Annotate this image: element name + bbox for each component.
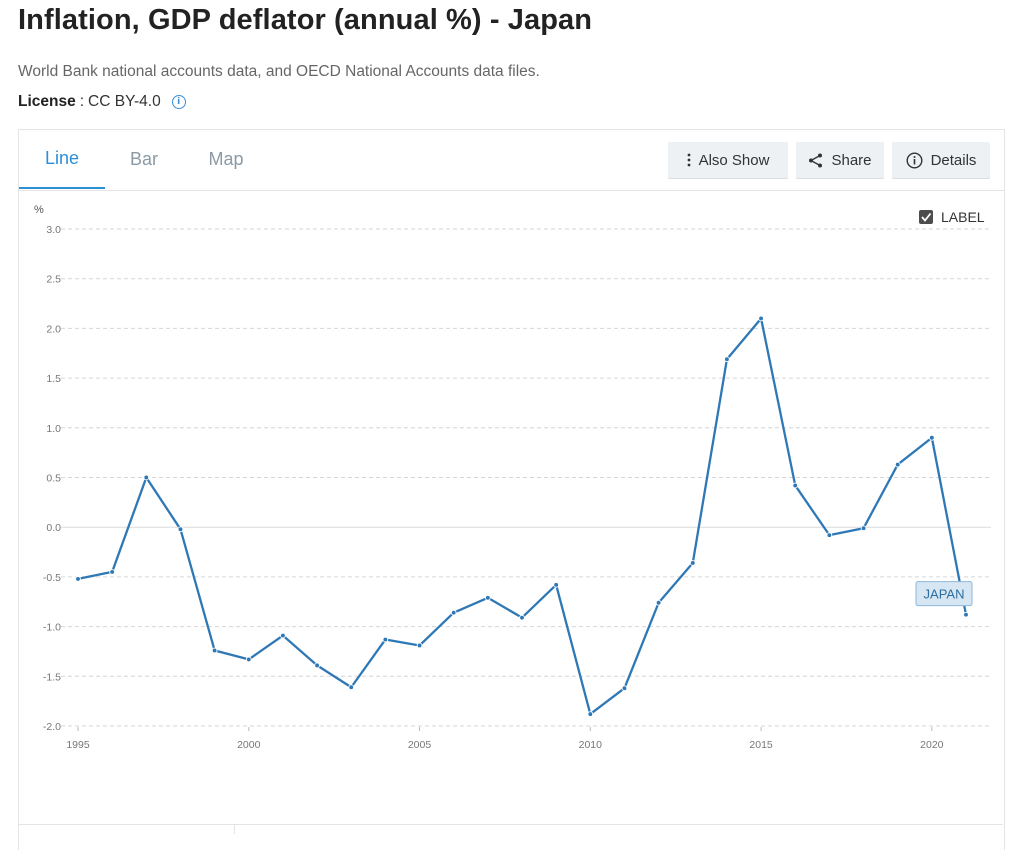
y-tick-label: 1.0 (46, 423, 61, 435)
data-point[interactable] (689, 560, 696, 566)
also-show-label: Also Show (698, 151, 770, 169)
tab-map[interactable]: Map (208, 149, 244, 169)
share-icon (808, 153, 823, 168)
label-toggle-text: LABEL (941, 209, 985, 225)
data-point[interactable] (348, 684, 355, 691)
footer-divider (18, 824, 1003, 825)
info-icon[interactable]: i (171, 95, 186, 109)
data-point[interactable] (655, 599, 662, 606)
footer-column-divider (234, 825, 235, 834)
share-label: Share (831, 151, 872, 169)
license-row: License : CC BY-4.0 i (18, 93, 186, 111)
data-point[interactable] (416, 642, 423, 649)
license-label: License (18, 93, 76, 110)
data-point[interactable] (450, 609, 457, 616)
y-tick-label: 3.0 (46, 224, 61, 236)
more-vertical-icon (687, 153, 691, 167)
x-tick-label: 2010 (579, 739, 603, 751)
label-toggle[interactable]: LABEL (919, 209, 985, 225)
data-point[interactable] (587, 711, 594, 717)
data-point[interactable] (382, 636, 389, 643)
series-label-text: JAPAN (924, 587, 965, 602)
data-point[interactable] (928, 434, 935, 441)
data-point[interactable] (758, 315, 764, 322)
x-tick-label: 2005 (408, 739, 432, 751)
page-title: Inflation, GDP deflator (annual %) - Jap… (18, 4, 593, 36)
y-axis-label: % (34, 204, 44, 216)
data-point[interactable] (792, 482, 799, 489)
data-point[interactable] (314, 662, 320, 669)
x-tick-label: 2020 (920, 739, 944, 751)
y-tick-label: 0.0 (46, 522, 61, 534)
tab-bar-chart[interactable]: Bar (129, 149, 158, 169)
data-point[interactable] (75, 576, 81, 582)
x-tick-label: 2000 (237, 739, 261, 751)
series-label-japan: JAPAN (915, 581, 973, 607)
y-axis: 3.0 2.5 2.0 1.5 1.0 0.5 0.0 -0.5 -1.0 -1.5 -2.0 (43, 224, 61, 733)
data-point[interactable] (963, 611, 969, 618)
y-tick-label: 2.5 (46, 274, 61, 286)
series-japan (75, 315, 969, 717)
data-point[interactable] (553, 582, 560, 588)
data-point[interactable] (860, 525, 867, 532)
y-tick-label: 2.0 (46, 323, 61, 335)
x-axis: 1995 2000 2005 2010 2015 2020 (66, 727, 944, 751)
tab-line[interactable]: Line (19, 130, 105, 189)
y-tick-label: -0.5 (43, 572, 61, 584)
data-point[interactable] (826, 532, 833, 539)
data-point[interactable] (109, 569, 116, 575)
chart-panel: Line Bar Map Also Show Share (18, 129, 1005, 850)
x-tick-label: 2015 (749, 739, 773, 751)
data-point[interactable] (280, 632, 286, 639)
y-tick-label: 0.5 (46, 473, 61, 485)
y-tick-label: 1.5 (46, 373, 61, 385)
data-point[interactable] (894, 461, 901, 468)
license-separator: : (79, 93, 85, 110)
series-label-box (915, 581, 973, 607)
data-point[interactable] (211, 647, 218, 654)
line-chart: 3.0 2.5 2.0 1.5 1.0 0.5 0.0 -0.5 -1.0 -1.5 -2.0 19… (34, 204, 991, 751)
info-circle-icon (906, 151, 923, 169)
data-point[interactable] (177, 526, 184, 533)
details-button[interactable]: Details (892, 142, 990, 178)
y-tick-label: -1.0 (43, 622, 61, 634)
data-point[interactable] (724, 356, 730, 363)
data-point[interactable] (245, 656, 252, 663)
y-tick-label: -2.0 (43, 721, 61, 733)
source-note: World Bank national accounts data, and O… (18, 63, 540, 80)
checkmark-icon (921, 212, 932, 222)
x-tick-label: 1995 (66, 739, 90, 751)
data-point[interactable] (519, 614, 525, 621)
data-point[interactable] (143, 474, 150, 481)
also-show-button[interactable]: Also Show (668, 142, 788, 178)
tab-bar: Line Bar Map Also Show Share (19, 130, 1004, 191)
y-tick-label: -1.5 (43, 671, 61, 683)
data-point[interactable] (621, 685, 628, 692)
share-button[interactable]: Share (796, 142, 884, 178)
label-checkbox[interactable] (919, 210, 933, 224)
gridlines (61, 228, 991, 727)
license-value: CC BY-4.0 (88, 93, 161, 110)
data-point[interactable] (484, 594, 491, 601)
details-label: Details (930, 151, 977, 169)
